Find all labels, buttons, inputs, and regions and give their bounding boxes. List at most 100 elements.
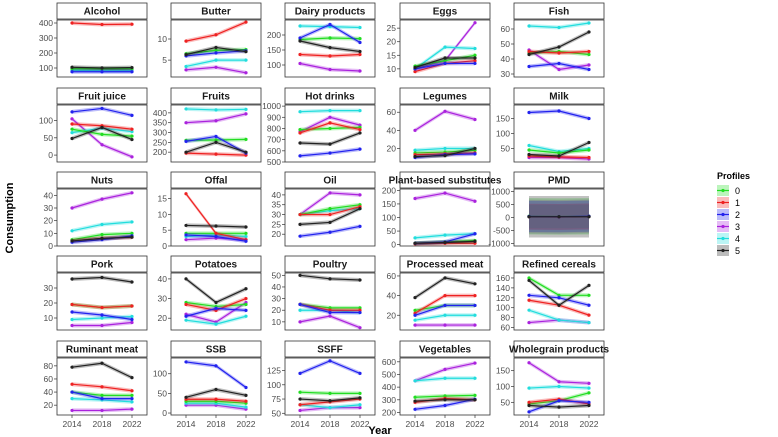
data-point [358,306,362,310]
x-tick-label: 2022 [466,419,485,429]
x-tick-label: 2018 [436,419,455,429]
confidence-band [300,204,360,217]
confidence-band [300,190,360,217]
panel-plot [184,191,248,244]
data-point [298,39,302,43]
data-point [557,215,561,219]
data-point [184,314,188,318]
data-point [358,131,362,135]
data-point [413,313,417,317]
data-point [413,241,417,245]
data-point [214,234,218,239]
x-tick-label: 2014 [63,419,82,429]
panel-plot [527,21,591,72]
y-tick-label: 200 [153,147,167,157]
y-tick-label: 400 [153,108,167,118]
series-line-profile-3 [414,110,476,131]
data-point [587,116,591,121]
y-tick-label: 300 [153,128,167,138]
panel: Processed meat 20 40 60 [387,255,491,331]
y-tick-label: 10 [158,209,168,219]
y-tick-label: 40 [158,274,168,284]
data-point [358,52,362,57]
legend-entry-4: 4 [717,233,740,244]
panel: Legumes 20 40 60 [387,87,491,163]
data-point [244,20,248,24]
confidence-band [300,115,360,134]
y-tick-label: 50 [387,226,397,236]
legend-label: 0 [735,186,740,196]
data-point [328,220,332,225]
data-point [100,233,104,237]
data-point [443,398,447,402]
y-tick-label: 0 [48,150,53,160]
y-tick-label: 25 [272,219,282,229]
data-point [358,125,362,129]
data-point [557,151,561,155]
data-point [358,326,362,330]
confidence-band [529,308,589,325]
data-point [328,67,332,72]
y-tick-label: 10 [387,64,397,74]
legend-label: 2 [735,210,740,220]
y-tick-label: -500 [493,225,510,235]
data-point [214,58,218,62]
data-point [100,397,104,401]
panel-title: Poultry [313,260,348,271]
y-tick-label: 100 [496,382,510,392]
data-point [298,308,302,312]
data-point [328,142,332,146]
panel-title: Hot drinks [305,92,355,103]
y-tick-label: 30 [272,294,282,304]
data-point [214,322,218,326]
confidence-band [300,206,360,227]
panel-strip [170,255,262,273]
data-point [443,45,447,49]
data-point [413,65,417,70]
panel-title: Pork [91,260,114,271]
data-point [244,225,248,229]
data-point [214,48,218,53]
confidence-band [300,61,360,73]
y-tick-label: 40 [272,190,282,200]
panel-strip [513,87,605,105]
y-tick-label: 100 [496,303,510,313]
data-point [70,382,74,386]
data-point [244,50,248,54]
panel-title: Potatoes [195,260,238,271]
data-point [244,71,248,75]
y-tick-label: 800 [267,123,281,133]
data-point [100,385,104,389]
y-tick-label: 150 [382,199,396,209]
y-tick-label: 100 [267,60,281,70]
data-point [527,49,531,54]
panel-plot [413,191,477,246]
data-point [130,389,134,393]
y-tick-label: 500 [382,369,396,379]
data-point [328,308,332,312]
data-point [358,25,362,30]
data-point [328,399,332,403]
data-point [587,63,591,67]
data-point [358,207,362,211]
data-point [443,276,447,280]
data-point [443,233,447,237]
y-tick-label: 900 [267,112,281,122]
panel-strip [399,87,491,105]
panel: Milk 50 100 150 [496,87,605,163]
confidence-band [186,191,246,242]
data-point [298,371,302,375]
data-point [70,390,74,394]
data-point [413,323,417,327]
data-point [214,300,218,305]
data-point [473,53,477,57]
data-point [100,106,104,111]
data-point [358,123,362,127]
data-point [358,108,362,113]
data-point [298,110,302,114]
data-point [298,222,302,226]
panel-plot [184,106,248,158]
data-point [214,108,218,112]
y-tick-label: 30 [44,203,54,213]
y-tick-label: 160 [496,273,510,283]
